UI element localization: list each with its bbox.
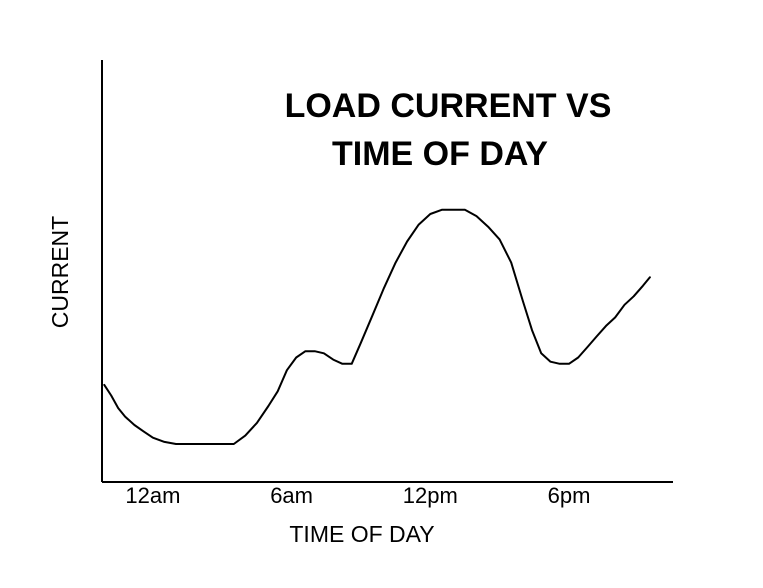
- chart-axes: [101, 60, 673, 483]
- y-axis-label: CURRENT: [47, 216, 73, 328]
- chart-title-line-1: LOAD CURRENT VS: [285, 87, 612, 125]
- x-tick-label: 12pm: [403, 483, 458, 508]
- load-current-line: [103, 208, 651, 445]
- x-tick-label: 6pm: [548, 483, 591, 508]
- chart-series: [103, 208, 651, 445]
- x-axis-label: TIME OF DAY: [289, 521, 434, 547]
- x-tick-labels: 12am 6am 12pm 6pm: [125, 483, 590, 508]
- x-tick-label: 6am: [270, 483, 313, 508]
- x-tick-label: 12am: [125, 483, 180, 508]
- chart-title-line-2: TIME OF DAY: [332, 135, 548, 173]
